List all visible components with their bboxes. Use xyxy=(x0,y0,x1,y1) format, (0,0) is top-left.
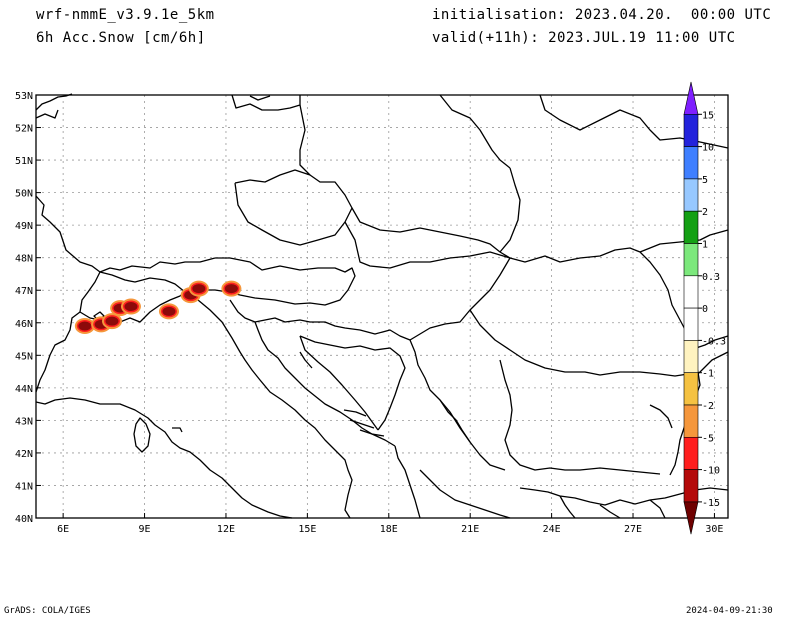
lat-tick-label: 44N xyxy=(15,384,33,395)
colorbar-label: -1 xyxy=(702,369,714,380)
lon-tick-label: 30E xyxy=(705,524,723,535)
colorbar xyxy=(683,81,699,535)
lat-tick-label: 48N xyxy=(15,254,33,265)
colorbar-segment xyxy=(683,307,699,341)
lon-tick-label: 21E xyxy=(461,524,479,535)
colorbar-segment xyxy=(683,210,699,244)
lat-tick-label: 41N xyxy=(15,481,33,492)
lat-tick-label: 45N xyxy=(15,351,33,362)
lon-tick-label: 15E xyxy=(298,524,316,535)
lat-tick-label: 49N xyxy=(15,221,33,232)
colorbar-label: 1 xyxy=(702,240,708,251)
colorbar-segment xyxy=(683,243,699,277)
snow-cell xyxy=(78,321,92,331)
lon-tick-label: 12E xyxy=(217,524,235,535)
colorbar-label: 2 xyxy=(702,207,708,218)
snow-cell xyxy=(105,316,119,326)
lat-tick-label: 46N xyxy=(15,319,33,330)
colorbar-label: -5 xyxy=(702,433,714,444)
colorbar-segment xyxy=(683,275,699,309)
footer-software: GrADS: COLA/IGES xyxy=(4,606,91,616)
colorbar-label: -15 xyxy=(702,498,720,509)
colorbar-segment xyxy=(683,81,699,115)
lat-tick-label: 50N xyxy=(15,189,33,200)
colorbar-label: -10 xyxy=(702,466,720,477)
init-time: initialisation: 2023.04.20. 00:00 UTC xyxy=(432,7,772,23)
lat-tick-label: 40N xyxy=(15,514,33,525)
lon-tick-label: 6E xyxy=(57,524,69,535)
lon-tick-label: 27E xyxy=(624,524,642,535)
lat-tick-label: 53N xyxy=(15,91,33,102)
colorbar-label: 0 xyxy=(702,304,708,315)
graticule xyxy=(36,95,728,518)
lat-tick-label: 42N xyxy=(15,449,33,460)
snow-cell xyxy=(224,284,238,294)
lon-tick-label: 9E xyxy=(139,524,151,535)
lon-axis-labels: 6E 9E 12E 15E 18E 21E 24E 27E 30E xyxy=(57,513,723,535)
colorbar-label: -0.3 xyxy=(702,336,726,347)
lat-axis-labels: 53N 52N 51N 50N 49N 48N 47N 46N 45N 44N 43N 42N 41N 4… xyxy=(15,91,41,525)
snow-cell xyxy=(124,302,138,311)
lat-tick-label: 47N xyxy=(15,286,33,297)
snow-field xyxy=(74,280,242,335)
colorbar-segment xyxy=(683,404,699,438)
footer-timestamp: 2024-04-09-21:30 xyxy=(686,606,773,616)
colorbar-segment xyxy=(683,436,699,470)
lat-tick-label: 52N xyxy=(15,124,33,135)
field-title: 6h Acc.Snow [cm/6h] xyxy=(36,30,206,46)
colorbar-segment xyxy=(683,146,699,180)
lat-tick-label: 43N xyxy=(15,416,33,427)
colorbar-segment xyxy=(683,178,699,212)
colorbar-segment xyxy=(683,114,699,147)
colorbar-label: 10 xyxy=(702,143,714,154)
colorbar-labels: 15 10 5 2 1 0.3 0 -0.3 -1 -2 -5 -10 -15 xyxy=(698,110,726,509)
colorbar-label: -2 xyxy=(702,401,714,412)
snow-cell xyxy=(162,306,176,316)
plot-frame xyxy=(35,94,729,519)
colorbar-segment xyxy=(683,340,699,373)
lon-tick-label: 18E xyxy=(380,524,398,535)
colorbar-segment xyxy=(683,372,699,406)
lat-tick-label: 51N xyxy=(15,156,33,167)
colorbar-segment xyxy=(683,469,699,503)
colorbar-label: 15 xyxy=(702,110,714,121)
valid-time: valid(+11h): 2023.JUL.19 11:00 UTC xyxy=(432,30,736,46)
colorbar-label: 0.3 xyxy=(702,272,720,283)
colorbar-label: 5 xyxy=(702,175,708,186)
colorbar-segment xyxy=(683,501,699,535)
model-title: wrf-nmmE_v3.9.1e_5km xyxy=(36,7,215,23)
lon-tick-label: 24E xyxy=(543,524,561,535)
snow-cell xyxy=(192,284,206,294)
